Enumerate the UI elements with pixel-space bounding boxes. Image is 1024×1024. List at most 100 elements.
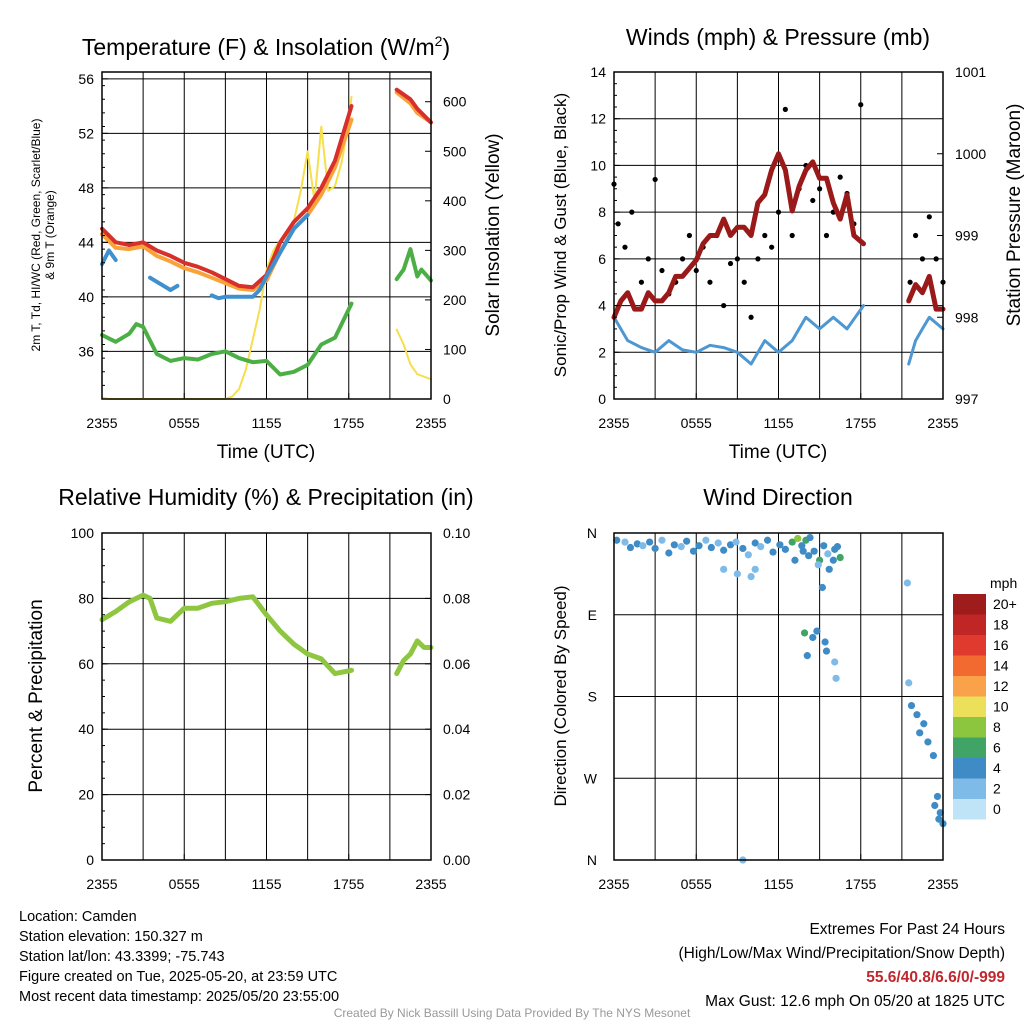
gust-point xyxy=(638,279,645,285)
humidity-y2tick-label: 0.00 xyxy=(443,852,470,868)
recent-timestamp: Most recent data timestamp: 2025/05/20 2… xyxy=(19,989,340,1005)
direction-point xyxy=(720,546,728,554)
gust-point xyxy=(782,106,788,112)
direction-xtick-label: 1755 xyxy=(845,876,876,892)
winds-y2tick-label: 1000 xyxy=(955,146,986,162)
direction-point xyxy=(903,579,911,587)
extremes-box: Extremes For Past 24 Hours (High/Low/Max… xyxy=(679,918,1006,1014)
direction-grid xyxy=(614,533,943,860)
direction-point xyxy=(829,556,837,564)
temperature-ytick-label: 44 xyxy=(78,234,94,250)
direction-point xyxy=(798,542,806,550)
speed-legend-title: mph xyxy=(990,575,1017,591)
direction-ytick-label: N xyxy=(587,852,597,868)
temperature-y2tick-label: 0 xyxy=(443,391,451,407)
gust-point xyxy=(659,267,665,274)
humidity-marks xyxy=(99,592,434,677)
gust-point xyxy=(755,256,761,262)
humidity-ytick-label: 100 xyxy=(71,525,95,541)
winds-xtick-label: 2355 xyxy=(598,415,629,431)
direction-point xyxy=(658,536,666,544)
winds-y2tick-label: 999 xyxy=(955,228,979,244)
humidity-ylabel: Percent & Precipitation xyxy=(26,599,47,792)
gust-point xyxy=(686,232,692,239)
winds-marks xyxy=(611,102,946,366)
gust-point xyxy=(693,267,699,274)
winds-ytick-label: 6 xyxy=(598,251,606,267)
direction-point xyxy=(733,570,741,578)
humidity-grid xyxy=(102,533,431,860)
gust-point xyxy=(919,256,926,262)
temperature-ytick-label: 56 xyxy=(78,71,94,87)
direction-point xyxy=(822,647,831,655)
speed-legend-swatch xyxy=(953,594,986,615)
speed-legend-swatch xyxy=(953,799,986,820)
direction-ytick-label: N xyxy=(587,525,597,541)
gust-point xyxy=(645,256,651,262)
direction-xtick-label: 0555 xyxy=(681,876,712,892)
direction-point xyxy=(726,541,735,549)
temperature-y2tick-label: 400 xyxy=(443,193,467,209)
humidity-ytick-label: 20 xyxy=(78,787,94,803)
winds-panel: Winds (mph) & Pressure (mb) Time (UTC) S… xyxy=(551,24,1024,463)
direction-point xyxy=(836,553,844,562)
temperature-y2tick-label: 600 xyxy=(443,94,467,110)
temperature-ticks: 2355 0555 1155 1755 2355 36 40 44 48 52 56 0 100 200 3… xyxy=(78,71,466,431)
gust-point xyxy=(727,260,734,267)
direction-point xyxy=(831,658,839,666)
direction-point xyxy=(702,536,710,544)
humidity-xtick-label: 0555 xyxy=(169,876,200,892)
direction-ytick-label: E xyxy=(588,607,597,623)
temperature-xtick-label: 1155 xyxy=(251,415,281,431)
speed-legend-swatch xyxy=(953,614,986,635)
speed-legend-label: 10 xyxy=(993,699,1009,715)
gust-point xyxy=(775,209,782,215)
humidity-title: Relative Humidity (%) & Precipitation (i… xyxy=(58,484,473,510)
temperature-xlabel: Time (UTC) xyxy=(217,442,316,463)
direction-point xyxy=(924,738,932,746)
temperature-ytick-label: 40 xyxy=(78,289,94,305)
direction-point xyxy=(933,792,942,801)
hi-wc-line xyxy=(100,248,118,267)
winds-ytick-label: 12 xyxy=(590,111,606,127)
station-pressure-line xyxy=(611,151,866,320)
speed-legend-swatch xyxy=(953,635,986,656)
direction-point xyxy=(805,552,813,560)
credit-line: Created By Nick Bassill Using Data Provi… xyxy=(333,1006,691,1020)
winds-xtick-label: 2355 xyxy=(927,415,958,431)
winds-ytick-label: 8 xyxy=(598,204,606,220)
direction-point xyxy=(814,561,822,569)
gust-point xyxy=(817,186,823,192)
station-location: Location: Camden xyxy=(19,909,137,925)
temperature-y2tick-label: 200 xyxy=(443,292,467,308)
direction-point xyxy=(781,545,789,553)
speed-legend-swatch xyxy=(953,717,986,738)
humidity-y2tick-label: 0.06 xyxy=(443,656,470,672)
speed-legend-swatch xyxy=(953,696,986,717)
direction-point xyxy=(621,538,629,546)
direction-point xyxy=(776,541,784,549)
humidity-y2tick-label: 0.04 xyxy=(443,721,470,737)
direction-ytick-label: W xyxy=(584,770,598,786)
wind-line xyxy=(907,315,945,366)
winds-grid xyxy=(614,72,943,399)
gust-point xyxy=(933,256,939,262)
extremes-values: 55.6/40.8/6.6/0/-999 xyxy=(866,969,1005,986)
speed-legend-label: 6 xyxy=(993,740,1001,756)
direction-point xyxy=(665,549,673,557)
temperature-ytick-label: 48 xyxy=(78,180,94,196)
speed-legend-label: 4 xyxy=(993,760,1001,776)
direction-xtick-label: 2355 xyxy=(598,876,629,892)
direction-point xyxy=(831,545,839,553)
direction-point xyxy=(905,679,913,687)
winds-xtick-label: 1155 xyxy=(763,415,793,431)
direction-point xyxy=(739,544,747,553)
direction-point xyxy=(818,583,826,592)
humidity-ytick-label: 60 xyxy=(78,656,94,672)
winds-ylabel: Sonic/Prop Wind & Gust (Blue, Black) xyxy=(551,93,570,377)
gust-point xyxy=(734,256,740,262)
station-latlon: Station lat/lon: 43.3399; -75.743 xyxy=(19,949,225,965)
humidity-xtick-label: 2355 xyxy=(415,876,446,892)
speed-legend-swatch xyxy=(953,737,986,758)
